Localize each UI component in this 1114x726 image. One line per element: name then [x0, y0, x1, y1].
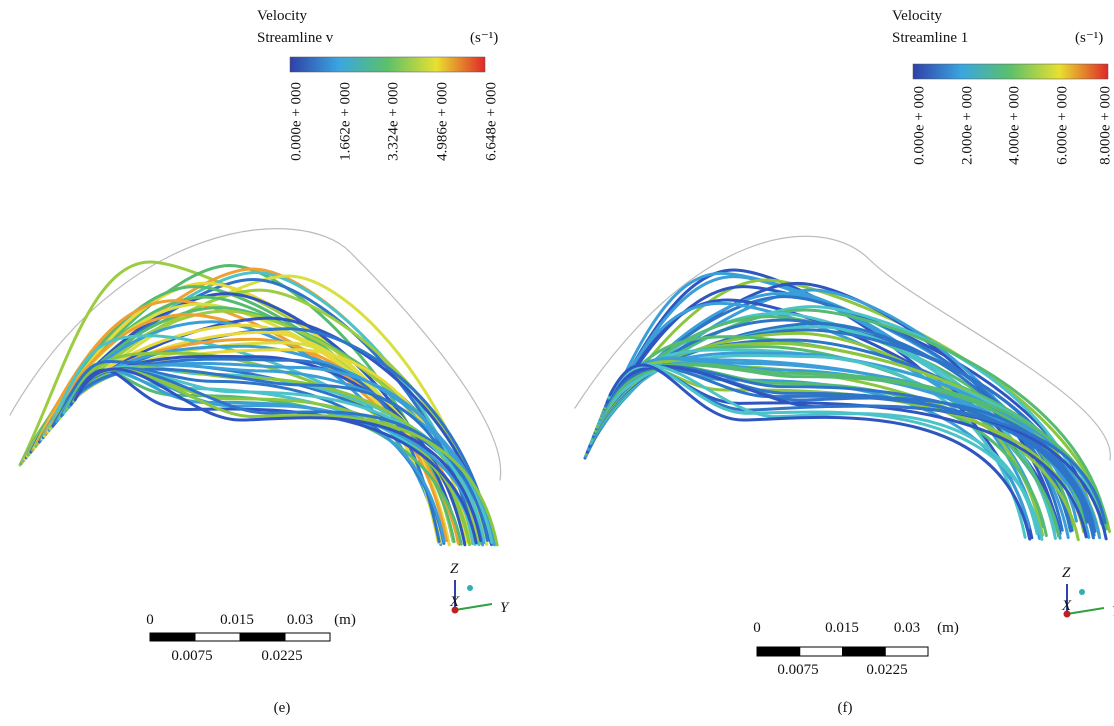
scale-unit: (m)	[937, 620, 959, 636]
scale-bar-segment	[842, 646, 886, 657]
scale-bar-segment	[194, 632, 241, 642]
panel: Velocity Streamline v (s⁻¹) 0.000e + 000 1.6…	[9, 8, 510, 716]
colorbar-tick-label: 0.000e + 000	[288, 82, 304, 161]
scale-label: 0.015	[825, 620, 859, 636]
scale-label: 0.0075	[171, 648, 212, 664]
legend-unit: (s⁻¹)	[470, 30, 498, 46]
axis-label-x: X	[1061, 598, 1072, 614]
legend-unit: (s⁻¹)	[1075, 30, 1103, 46]
colorbar-tick-label: 6.000e + 000	[1054, 86, 1070, 165]
panels: Velocity Streamline v (s⁻¹) 0.000e + 000 1.6…	[9, 8, 1114, 716]
axis-label-x: X	[449, 594, 460, 610]
geometry-outline	[9, 228, 502, 481]
axis-label-z: Z	[1062, 565, 1071, 581]
axis-x	[1063, 610, 1071, 618]
scale-unit: (m)	[334, 612, 356, 628]
scale-label: 0	[753, 620, 761, 636]
colorbar-tick-label: 0.000e + 000	[911, 86, 927, 165]
scale-label: 0.015	[220, 612, 254, 628]
colorbar-tick-label: 4.000e + 000	[1006, 86, 1022, 165]
streamlines	[574, 235, 1111, 542]
scale-bar-segment	[756, 646, 801, 657]
scale-label: 0.0075	[777, 662, 818, 678]
legend-subtitle: Streamline 1	[892, 30, 968, 46]
axis-label-y: Y	[500, 600, 510, 616]
legend-title: Velocity	[892, 8, 942, 24]
geometry-outline	[574, 235, 1111, 461]
scale-bar-segment	[799, 646, 843, 657]
axis-y	[1066, 607, 1105, 615]
streamlines	[9, 228, 502, 547]
streamline	[38, 316, 493, 546]
scale-bar-segment	[149, 632, 196, 642]
axis-x	[451, 606, 459, 614]
scale-label: 0	[146, 612, 154, 628]
axis-marker	[1079, 589, 1085, 595]
scale-label: 0.0225	[261, 648, 302, 664]
scale-bar-segment	[884, 646, 929, 657]
axis-y	[454, 603, 493, 611]
caption: (f)	[838, 700, 853, 716]
axis-label-z: Z	[450, 561, 459, 577]
colorbar	[289, 56, 486, 73]
colorbar-tick-label: 1.662e + 000	[337, 82, 353, 161]
axis-marker	[467, 585, 473, 591]
colorbar-tick-label: 4.986e + 000	[434, 82, 450, 161]
colorbar-tick-label: 8.000e + 000	[1097, 86, 1113, 165]
scale-label: 0.03	[287, 612, 313, 628]
scale-bar-segment	[284, 632, 331, 642]
legend-title: Velocity	[257, 8, 307, 24]
axis-label-y: Y	[1112, 604, 1114, 620]
colorbar-tick-label: 2.000e + 000	[959, 86, 975, 165]
scale-label: 0.03	[894, 620, 920, 636]
scale-bar-segment	[239, 632, 286, 642]
streamline	[586, 285, 1096, 523]
streamline	[73, 367, 483, 543]
colorbar-tick-label: 3.324e + 000	[385, 82, 401, 161]
scale-label: 0.0225	[866, 662, 907, 678]
streamline	[588, 298, 1062, 536]
colorbar-tick-label: 6.648e + 000	[483, 82, 499, 161]
panel: Velocity Streamline 1 (s⁻¹) 0.000e + 000 2.0…	[574, 8, 1114, 716]
colorbar	[912, 63, 1109, 80]
streamline	[607, 363, 1039, 536]
caption: (e)	[274, 700, 291, 716]
legend-subtitle: Streamline v	[257, 30, 334, 46]
streamline	[68, 368, 446, 543]
streamline	[608, 363, 1032, 541]
